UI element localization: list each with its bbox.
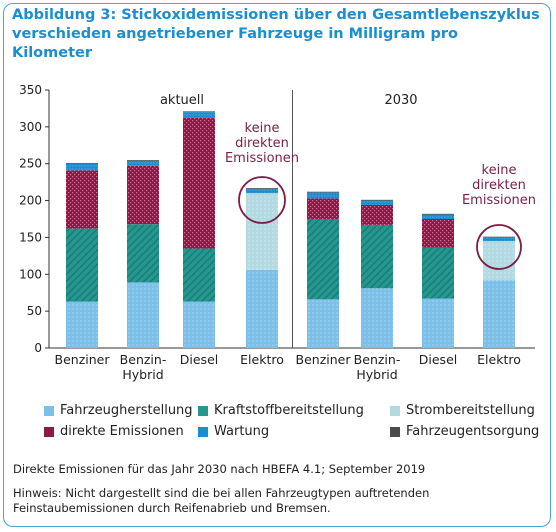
bar-segment-entsorgung bbox=[307, 191, 339, 193]
bar-segment-fahrzeugherstellung bbox=[127, 282, 159, 348]
bar-segment-fahrzeugherstellung bbox=[246, 269, 278, 348]
bar-segment-direkt bbox=[127, 165, 159, 225]
bar-segment-fahrzeugherstellung bbox=[66, 301, 98, 348]
legend-swatch bbox=[198, 405, 208, 416]
bar-segment-direkt bbox=[66, 170, 98, 229]
bar-segment-wartung bbox=[66, 163, 98, 171]
legend-swatch bbox=[44, 426, 54, 437]
bar-segment-entsorgung bbox=[361, 199, 393, 201]
legend-item: Wartung bbox=[198, 424, 269, 439]
stacked-bar-chart: 0 50 100 150 200 250 300 350 aktuell 2030 Benziner… bbox=[19, 83, 536, 382]
bar-segment-entsorgung bbox=[483, 236, 515, 238]
annotation-text: keine bbox=[482, 163, 517, 178]
bar-segment-kraftstoff bbox=[66, 228, 98, 302]
legend-label: direkte Emissionen bbox=[60, 424, 184, 439]
y-tick-label: 350 bbox=[19, 83, 42, 97]
bar-segment-fahrzeugherstellung bbox=[483, 280, 515, 348]
y-tick-label: 100 bbox=[19, 267, 42, 281]
hinweis-note: Hinweis: Nicht dargestellt sind die bei … bbox=[13, 486, 430, 515]
bar-segment-kraftstoff bbox=[361, 224, 393, 289]
bar-segment-direkt bbox=[307, 198, 339, 219]
legend-item: Fahrzeugentsorgung bbox=[390, 424, 539, 439]
bar-segment-fahrzeugherstellung bbox=[361, 288, 393, 348]
bar-segment-wartung bbox=[361, 200, 393, 205]
y-tick-label: 250 bbox=[19, 157, 42, 171]
bar-segment-entsorgung bbox=[183, 111, 215, 113]
annotation-text: Emissionen bbox=[462, 193, 536, 208]
legend-label: Wartung bbox=[214, 424, 270, 439]
bar-segment-kraftstoff bbox=[127, 224, 159, 283]
category-label: Elektro bbox=[240, 352, 284, 367]
legend-label: Fahrzeugherstellung bbox=[60, 403, 193, 418]
annotation-text: direkten bbox=[472, 178, 526, 193]
category-label: Benzin- bbox=[120, 352, 167, 367]
legend-swatch bbox=[390, 426, 400, 437]
category-label: Diesel bbox=[180, 352, 218, 367]
bar-segment-fahrzeugherstellung bbox=[422, 298, 454, 348]
category-label: Hybrid bbox=[356, 367, 397, 382]
category-label: Elektro bbox=[477, 352, 521, 367]
figure-title: Abbildung 3: Stickoxidemissionen über de… bbox=[12, 7, 540, 61]
legend-swatch bbox=[390, 405, 400, 416]
bar-segment-kraftstoff bbox=[183, 248, 215, 302]
bar-segment-direkt bbox=[422, 219, 454, 248]
y-tick-label: 300 bbox=[19, 120, 42, 134]
legend-item: Fahrzeugherstellung bbox=[44, 403, 193, 418]
bar-segment-fahrzeugherstellung bbox=[183, 301, 215, 348]
bar-segment-entsorgung bbox=[246, 188, 278, 189]
y-tick-label: 50 bbox=[27, 304, 42, 318]
category-label: Diesel bbox=[419, 352, 457, 367]
y-tick-label: 200 bbox=[19, 194, 42, 208]
bar-segment-wartung bbox=[422, 214, 454, 219]
footnote: Direkte Emissionen für das Jahr 2030 nac… bbox=[13, 462, 426, 476]
annotation-text: keine bbox=[245, 121, 280, 136]
bar-segment-wartung bbox=[183, 112, 215, 119]
legend-label: Strombereitstellung bbox=[406, 403, 535, 418]
annotation-circle bbox=[238, 176, 286, 224]
category-label: Benziner bbox=[55, 352, 111, 367]
bar-segment-wartung bbox=[307, 192, 339, 199]
bar-segment-wartung bbox=[483, 237, 515, 242]
bar-segment-direkt bbox=[183, 118, 215, 249]
legend-label: Fahrzeugentsorgung bbox=[406, 424, 540, 439]
y-tick-label: 0 bbox=[34, 341, 42, 355]
legend-swatch bbox=[198, 426, 208, 437]
bar-segment-fahrzeugherstellung bbox=[307, 299, 339, 348]
annotation-text: Emissionen bbox=[225, 151, 299, 166]
bar-segment-strom bbox=[246, 193, 278, 270]
legend-item: Strombereitstellung bbox=[390, 403, 535, 418]
annotation-text: direkten bbox=[235, 136, 289, 151]
legend-item: direkte Emissionen bbox=[44, 424, 184, 439]
bar-segment-entsorgung bbox=[422, 213, 454, 215]
legend-item: Kraftstoffbereitstellung bbox=[198, 403, 364, 418]
bar-segment-entsorgung bbox=[127, 160, 159, 161]
bar-segment-kraftstoff bbox=[307, 219, 339, 300]
bar-segment-direkt bbox=[361, 204, 393, 225]
legend-swatch bbox=[44, 405, 54, 416]
legend-label: Kraftstoffbereitstellung bbox=[214, 403, 364, 418]
bar-segment-wartung bbox=[246, 188, 278, 194]
bar-segment-wartung bbox=[127, 160, 159, 166]
category-label: Hybrid bbox=[122, 367, 163, 382]
bar-segment-kraftstoff bbox=[422, 247, 454, 299]
category-label: Benzin- bbox=[354, 352, 401, 367]
group-label: 2030 bbox=[384, 93, 417, 108]
group-label: aktuell bbox=[160, 93, 204, 108]
annotation-circle bbox=[476, 224, 522, 270]
bar-segment-strom bbox=[483, 241, 515, 281]
y-tick-label: 150 bbox=[19, 230, 42, 244]
category-label: Benziner bbox=[296, 352, 352, 367]
bar-segment-entsorgung bbox=[66, 162, 98, 164]
